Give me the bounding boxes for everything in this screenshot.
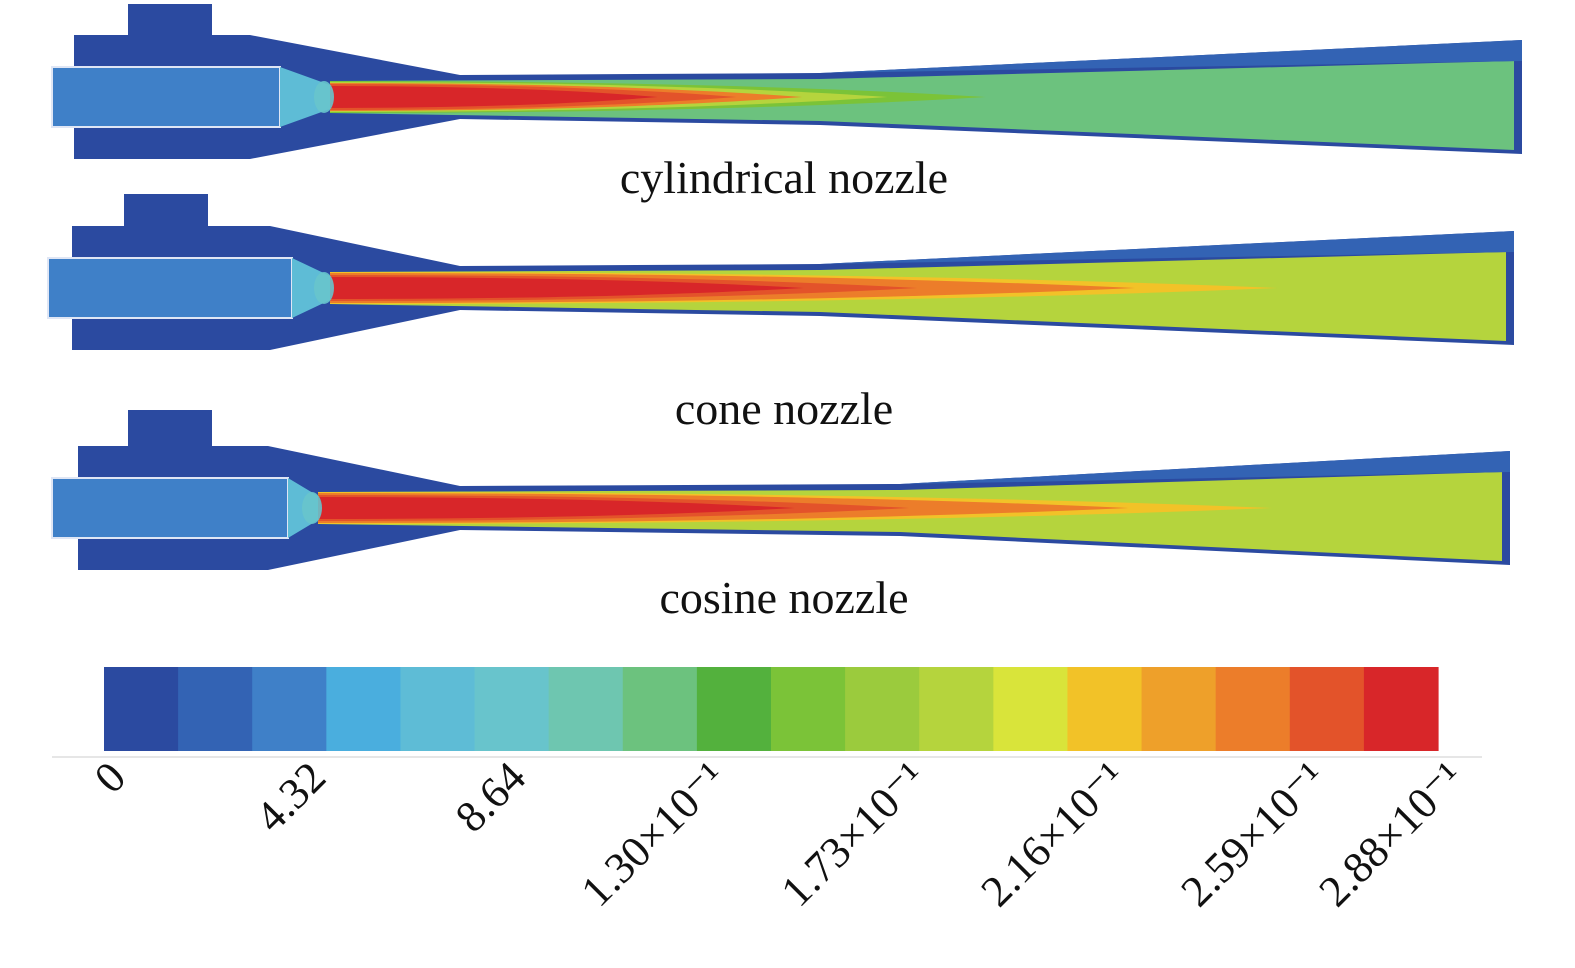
color-swatch-11: [919, 667, 994, 751]
color-swatch-3: [326, 667, 402, 751]
color-swatch-10: [845, 667, 920, 751]
converging-section: [292, 258, 330, 318]
inlet-halo: [302, 492, 322, 524]
color-swatch-13: [1067, 667, 1143, 751]
color-swatch-12: [993, 667, 1069, 751]
color-swatch-8: [696, 667, 772, 751]
jet-core-band-4: [330, 86, 658, 108]
color-swatch-4: [400, 667, 476, 751]
tick-label-2: 8.64: [446, 752, 535, 841]
color-swatch-16: [1289, 667, 1365, 751]
nozzle-contour-2: [51, 410, 1510, 570]
color-scale-tick-labels: 0 4.32 8.64 1.30×10⁻¹ 1.73×10⁻¹ 2.16×10⁻…: [85, 752, 1473, 916]
color-swatch-17: [1363, 667, 1439, 751]
color-swatch-7: [622, 667, 698, 751]
tick-label-7: 2.88×10⁻¹: [1310, 752, 1474, 916]
tick-label-3: 1.30×10⁻¹: [572, 752, 736, 916]
outlet-wall-region: [900, 451, 1510, 484]
inlet-halo: [314, 272, 334, 304]
caption-cone-nozzle: cone nozzle: [675, 383, 893, 434]
color-swatch-2: [252, 667, 327, 751]
tick-label-1: 4.32: [246, 752, 335, 841]
outlet-wall-region: [820, 40, 1522, 73]
jet-core-band-4: [330, 277, 804, 299]
outlet-wall-region: [820, 231, 1514, 264]
tick-label-0: 0: [85, 752, 135, 802]
color-swatch-9: [771, 667, 846, 751]
nozzle-contour-0: [51, 4, 1522, 159]
color-swatch-6: [548, 667, 624, 751]
inner-chamber: [51, 66, 281, 128]
color-swatch-5: [474, 667, 550, 751]
color-swatch-14: [1141, 667, 1217, 751]
caption-cylindrical-nozzle: cylindrical nozzle: [620, 152, 948, 203]
tick-label-4: 1.73×10⁻¹: [772, 752, 936, 916]
jet-tail: [330, 61, 1514, 150]
color-swatch-1: [178, 667, 253, 751]
color-scale-bar: [52, 667, 1482, 758]
inner-chamber: [47, 257, 293, 319]
color-swatch-0: [104, 667, 179, 751]
caption-cosine-nozzle: cosine nozzle: [659, 572, 908, 623]
inlet-halo: [314, 81, 334, 113]
color-swatch-15: [1215, 667, 1291, 751]
inner-chamber: [51, 477, 289, 539]
nozzle-contour-1: [47, 194, 1514, 350]
tick-label-5: 2.16×10⁻¹: [972, 752, 1136, 916]
jet-core-band-4: [318, 497, 795, 519]
converging-section: [280, 67, 330, 127]
tick-label-6: 2.59×10⁻¹: [1172, 752, 1336, 916]
